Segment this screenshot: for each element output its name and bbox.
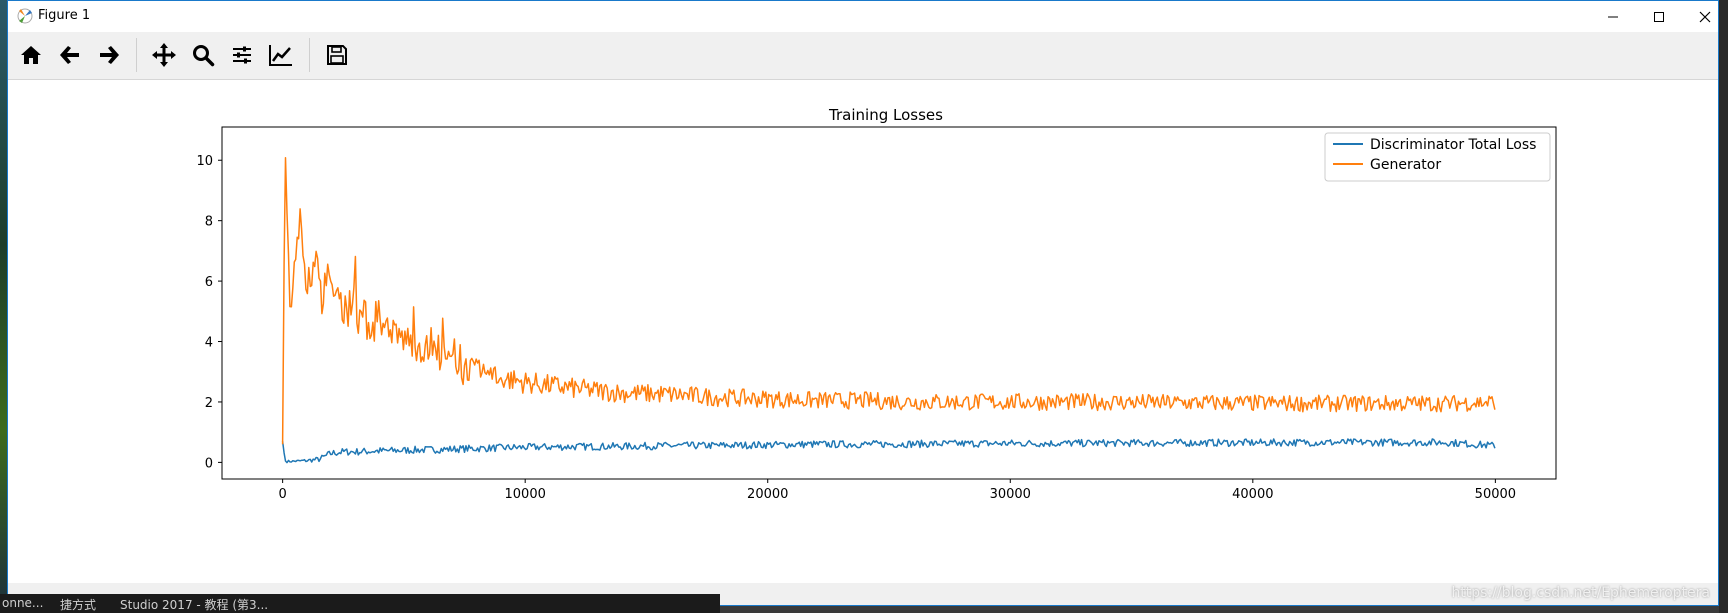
y-tick-label: 0 xyxy=(205,456,213,471)
window-title: Figure 1 xyxy=(38,8,91,23)
plot-area xyxy=(281,157,1496,464)
toolbar-separator xyxy=(136,38,137,72)
pan-icon xyxy=(152,43,176,67)
legend: Discriminator Total Loss Generator xyxy=(1324,132,1551,182)
pan-button[interactable] xyxy=(149,40,179,70)
taskbar-item[interactable]: onne... xyxy=(2,596,44,610)
watermark: https://blog.csdn.net/Ephemeroptera xyxy=(1451,585,1710,601)
maximize-icon xyxy=(1654,11,1664,22)
taskbar-item[interactable]: Studio 2017 - 教程 (第3... xyxy=(120,598,269,612)
back-arrow-icon xyxy=(60,46,79,64)
edit-axis-icon xyxy=(269,45,292,66)
zoom-icon xyxy=(193,45,215,67)
x-tick-label: 30000 xyxy=(990,487,1031,502)
y-tick-label: 4 xyxy=(205,336,213,351)
taskbar-item[interactable]: 捷方式 xyxy=(60,598,97,612)
y-tick-label: 10 xyxy=(196,154,213,169)
figure-canvas[interactable]: Training Losses 0 10000 20000 30000 40000 500… xyxy=(8,80,1718,583)
close-button[interactable] xyxy=(1682,1,1728,32)
x-tick-label: 20000 xyxy=(747,487,788,502)
legend-box xyxy=(1324,132,1551,182)
zoom-button[interactable] xyxy=(188,40,218,70)
toolbar-separator xyxy=(309,38,310,72)
axes-frame xyxy=(221,126,1557,480)
x-tick-label: 10000 xyxy=(505,487,546,502)
desktop-background xyxy=(0,0,8,613)
x-tick-label: 50000 xyxy=(1475,487,1516,502)
y-tick-label: 2 xyxy=(205,396,213,411)
figure-window: Figure 1 xyxy=(7,0,1719,606)
y-tick-label: 6 xyxy=(205,275,213,290)
back-button[interactable] xyxy=(55,40,85,70)
save-icon xyxy=(327,45,347,65)
minimize-icon xyxy=(1608,16,1618,17)
close-icon xyxy=(1699,11,1711,22)
training-losses-chart[interactable]: Training Losses 0 10000 20000 30000 40000 500… xyxy=(8,80,1718,583)
y-tick-label: 8 xyxy=(205,215,213,230)
series-line-discriminator xyxy=(281,438,1496,464)
desktop-background-right xyxy=(1719,0,1728,613)
save-button[interactable] xyxy=(322,40,352,70)
x-tick-label: 0 xyxy=(278,487,286,502)
edit-axis-button[interactable] xyxy=(266,40,296,70)
home-button[interactable] xyxy=(16,40,46,70)
x-tick-label: 40000 xyxy=(1232,487,1273,502)
configure-subplots-button[interactable] xyxy=(227,40,257,70)
forward-button[interactable] xyxy=(94,40,124,70)
minimize-button[interactable] xyxy=(1590,1,1636,32)
series-line-generator xyxy=(281,157,1496,445)
maximize-button[interactable] xyxy=(1636,1,1682,32)
home-icon xyxy=(21,46,41,64)
taskbar-strip: onne... 捷方式 Studio 2017 - 教程 (第3... xyxy=(0,594,720,613)
navigation-toolbar xyxy=(8,32,1718,80)
title-bar[interactable]: Figure 1 xyxy=(8,1,1718,32)
legend-label-discriminator: Discriminator Total Loss xyxy=(1370,137,1536,153)
axis-ticks: 0 10000 20000 30000 40000 50000 0 2 4 6 8 10 xyxy=(196,154,1516,502)
matplotlib-app-icon xyxy=(17,8,33,24)
chart-title: Training Losses xyxy=(828,106,943,124)
legend-label-generator: Generator xyxy=(1370,157,1441,173)
forward-arrow-icon xyxy=(100,46,119,64)
subplots-config-icon xyxy=(233,46,251,64)
